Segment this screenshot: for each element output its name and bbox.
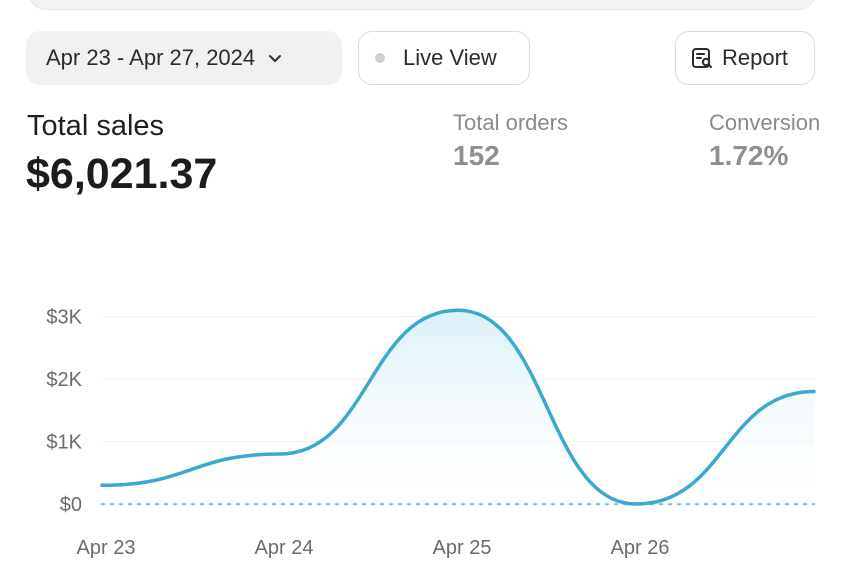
report-label: Report [722,45,789,70]
x-tick-label: Apr 25 [433,537,492,559]
date-range-selector[interactable]: Apr 23 - Apr 27, 2024 [26,31,342,85]
y-tick-label: $3K [46,307,82,329]
report-search-icon [692,48,712,68]
top-search-bar[interactable] [28,0,816,10]
date-range-label: Apr 23 - Apr 27, 2024 [46,45,256,70]
total-orders-value[interactable]: 152 [453,140,500,171]
x-tick-label: Apr 23 [77,537,136,559]
y-tick-label: $2K [46,369,82,391]
status-dot-icon [375,53,385,63]
chevron-down-icon [269,55,282,62]
x-tick-label: Apr 24 [255,537,314,559]
live-view-label: Live View [403,45,497,70]
total-sales-label: Total sales [27,110,165,142]
report-button[interactable]: Report [675,31,815,85]
total-orders-label[interactable]: Total orders [453,110,568,135]
sales-series-line [100,308,816,506]
total-sales-value: $6,021.37 [26,150,218,198]
conversion-value[interactable]: 1.72% [709,140,789,171]
sales-line-chart: $0 $1K $2K $3K Apr 23 Apr 24 Apr 25 Apr 26 [46,307,816,559]
live-view-button[interactable]: Live View [358,31,530,85]
y-tick-label: $0 [60,494,82,516]
x-tick-label: Apr 26 [611,537,670,559]
conversion-label[interactable]: Conversion [709,110,821,135]
y-tick-label: $1K [46,432,82,454]
sales-area-fill [102,310,814,504]
